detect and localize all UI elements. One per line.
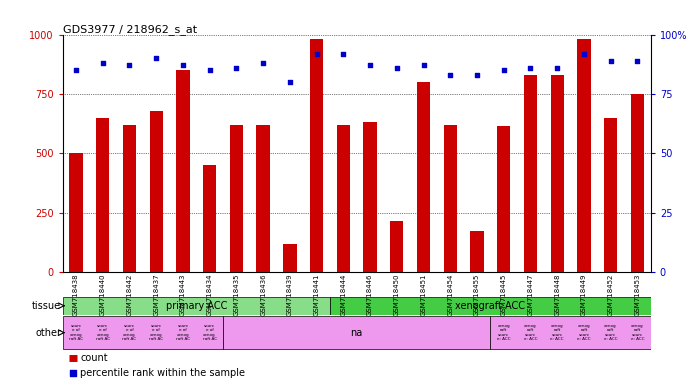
- Text: sourc
e of
xenog
raft AC: sourc e of xenog raft AC: [69, 324, 83, 341]
- Text: primary ACC: primary ACC: [166, 301, 227, 311]
- Point: [391, 65, 402, 71]
- Bar: [63, 316, 223, 349]
- Bar: [223, 316, 491, 349]
- Text: GSM718453: GSM718453: [634, 273, 640, 316]
- Point: [150, 55, 161, 61]
- Text: GSM718446: GSM718446: [367, 273, 373, 316]
- Point: [70, 67, 81, 73]
- Point: [605, 58, 616, 64]
- Bar: [63, 296, 330, 315]
- Text: GSM718435: GSM718435: [233, 273, 239, 316]
- Text: xenog
raft
sourc
e: ACC: xenog raft sourc e: ACC: [551, 324, 564, 341]
- Text: GSM718449: GSM718449: [581, 273, 587, 316]
- Bar: [70, 153, 83, 272]
- Text: sourc
e of
xenog
raft AC: sourc e of xenog raft AC: [203, 324, 216, 341]
- Text: GSM718445: GSM718445: [500, 273, 507, 316]
- Text: xenog
raft
sourc
e: ACC: xenog raft sourc e: ACC: [577, 324, 591, 341]
- Bar: [363, 122, 377, 272]
- Point: [338, 50, 349, 56]
- Text: other: other: [35, 328, 61, 338]
- Bar: [96, 118, 109, 272]
- Bar: [337, 125, 350, 272]
- Bar: [577, 39, 591, 272]
- Text: sourc
e of
xenog
raft AC: sourc e of xenog raft AC: [176, 324, 190, 341]
- Bar: [470, 230, 484, 272]
- Point: [498, 67, 509, 73]
- Bar: [417, 82, 430, 272]
- Text: GSM718444: GSM718444: [340, 273, 347, 316]
- Bar: [283, 244, 296, 272]
- Point: [365, 62, 376, 68]
- Text: xenog
raft
sourc
e: ACC: xenog raft sourc e: ACC: [497, 324, 511, 341]
- Text: GSM718443: GSM718443: [180, 273, 186, 316]
- Text: GSM718436: GSM718436: [260, 273, 266, 316]
- Text: xenograft ACC: xenograft ACC: [455, 301, 525, 311]
- Bar: [203, 165, 216, 272]
- Point: [258, 60, 269, 66]
- Bar: [122, 125, 136, 272]
- Point: [471, 72, 482, 78]
- Text: percentile rank within the sample: percentile rank within the sample: [80, 367, 245, 377]
- Point: [67, 369, 78, 376]
- Text: GSM718454: GSM718454: [448, 273, 453, 316]
- Point: [552, 65, 563, 71]
- Text: GSM718450: GSM718450: [394, 273, 400, 316]
- Text: GSM718438: GSM718438: [73, 273, 79, 316]
- Text: GSM718440: GSM718440: [100, 273, 106, 316]
- Text: xenog
raft
sourc
e: ACC: xenog raft sourc e: ACC: [604, 324, 617, 341]
- Point: [231, 65, 242, 71]
- Text: GSM718434: GSM718434: [207, 273, 213, 316]
- Bar: [390, 221, 404, 272]
- Bar: [631, 94, 644, 272]
- Bar: [256, 125, 270, 272]
- Point: [418, 62, 429, 68]
- Text: GSM718441: GSM718441: [314, 273, 319, 316]
- Point: [97, 60, 109, 66]
- Bar: [150, 111, 163, 272]
- Bar: [330, 296, 651, 315]
- Text: count: count: [80, 353, 108, 363]
- Point: [177, 62, 189, 68]
- Text: GSM718455: GSM718455: [474, 273, 480, 316]
- Text: GSM718452: GSM718452: [608, 273, 614, 316]
- Bar: [497, 126, 510, 272]
- Text: sourc
e of
xenog
raft AC: sourc e of xenog raft AC: [122, 324, 136, 341]
- Bar: [176, 70, 189, 272]
- Point: [525, 65, 536, 71]
- Text: GSM718448: GSM718448: [554, 273, 560, 316]
- Bar: [604, 118, 617, 272]
- Text: GSM718439: GSM718439: [287, 273, 293, 316]
- Bar: [551, 75, 564, 272]
- Point: [578, 50, 590, 56]
- Bar: [491, 316, 651, 349]
- Text: xenog
raft
sourc
e: ACC: xenog raft sourc e: ACC: [523, 324, 537, 341]
- Text: GSM718437: GSM718437: [153, 273, 159, 316]
- Bar: [310, 39, 323, 272]
- Point: [445, 72, 456, 78]
- Text: GSM718447: GSM718447: [528, 273, 533, 316]
- Text: sourc
e of
xenog
raft AC: sourc e of xenog raft AC: [95, 324, 110, 341]
- Point: [284, 79, 295, 85]
- Text: na: na: [351, 328, 363, 338]
- Point: [204, 67, 215, 73]
- Bar: [524, 75, 537, 272]
- Text: tissue: tissue: [32, 301, 61, 311]
- Bar: [443, 125, 457, 272]
- Point: [632, 58, 643, 64]
- Bar: [230, 125, 243, 272]
- Text: GSM718442: GSM718442: [127, 273, 132, 316]
- Point: [124, 62, 135, 68]
- Text: sourc
e of
xenog
raft AC: sourc e of xenog raft AC: [149, 324, 164, 341]
- Point: [311, 50, 322, 56]
- Text: GSM718451: GSM718451: [420, 273, 427, 316]
- Text: GDS3977 / 218962_s_at: GDS3977 / 218962_s_at: [63, 24, 197, 35]
- Text: xenog
raft
sourc
e: ACC: xenog raft sourc e: ACC: [631, 324, 644, 341]
